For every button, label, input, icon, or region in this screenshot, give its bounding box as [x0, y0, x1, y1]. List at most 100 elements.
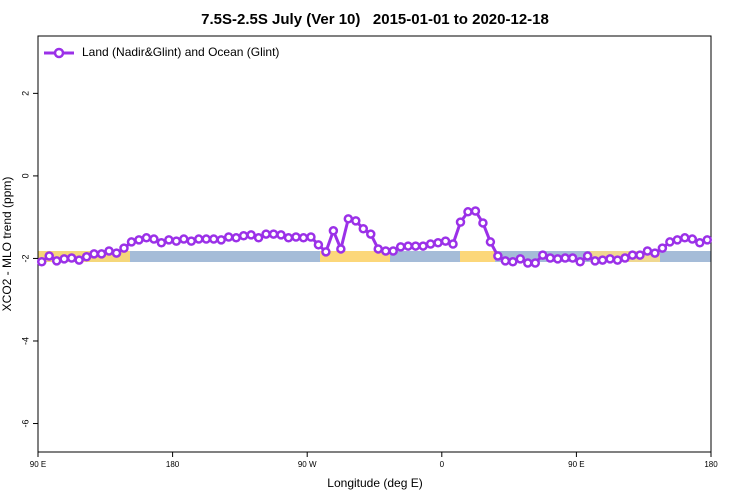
point [104, 246, 114, 256]
point [66, 253, 77, 263]
point [425, 239, 436, 249]
point [126, 237, 137, 247]
point [620, 253, 630, 263]
y-tick-label: 0 [20, 173, 30, 178]
ocean-strip [130, 251, 320, 262]
point [268, 229, 279, 239]
x-tick-label: 180 [704, 460, 718, 469]
point [380, 246, 391, 256]
point [605, 254, 615, 264]
point [201, 234, 211, 244]
point [395, 242, 406, 252]
point [567, 253, 578, 263]
point [687, 234, 698, 244]
point [179, 234, 189, 244]
land-strip [320, 251, 390, 262]
point [672, 235, 683, 245]
x-tick-label: 90 E [30, 460, 46, 469]
x-axis-label: Longitude (deg E) [327, 476, 422, 490]
point [119, 243, 129, 253]
point [485, 237, 496, 247]
chart-title: 7.5S-2.5S July (Ver 10) 2015-01-01 to 20… [201, 11, 549, 28]
point [223, 232, 234, 242]
point [149, 234, 159, 244]
point [111, 248, 122, 258]
point [51, 256, 62, 266]
x-tick-label: 90 W [298, 460, 317, 469]
point [246, 230, 256, 240]
point [373, 244, 383, 254]
point [695, 238, 705, 248]
point [680, 233, 690, 243]
x-tick-label: 180 [166, 460, 180, 469]
point [455, 217, 466, 227]
legend-label: Land (Nadir&Glint) and Ocean (Glint) [82, 45, 279, 59]
point [538, 250, 548, 260]
point [321, 247, 331, 257]
point [478, 218, 488, 228]
y-tick-label: -4 [20, 337, 30, 345]
point [463, 207, 473, 217]
point [657, 243, 668, 253]
point [590, 256, 600, 266]
point [635, 250, 645, 260]
point [253, 233, 264, 243]
point [523, 258, 533, 268]
point [448, 239, 458, 249]
point [560, 253, 570, 263]
point [358, 223, 369, 234]
point [313, 240, 324, 250]
point [231, 233, 241, 243]
point [351, 216, 361, 226]
point [59, 254, 69, 264]
point [283, 233, 294, 243]
point [515, 254, 526, 264]
point [208, 234, 219, 244]
point [403, 241, 413, 251]
point [216, 235, 226, 245]
point [552, 254, 563, 264]
point [343, 214, 354, 224]
point [530, 258, 541, 268]
point [627, 250, 638, 260]
legend-marker [53, 47, 65, 59]
point [306, 232, 316, 242]
y-tick-label: -6 [20, 420, 30, 428]
point [508, 256, 518, 267]
x-tick-label: 90 E [568, 460, 584, 469]
point [665, 237, 675, 247]
point [238, 230, 249, 241]
point [81, 252, 92, 262]
point [298, 233, 309, 243]
point [545, 253, 555, 263]
point [433, 238, 443, 248]
point [597, 255, 608, 265]
point [194, 234, 204, 244]
point [440, 236, 451, 246]
point [291, 232, 301, 242]
ocean-strip [390, 251, 460, 262]
land-strip [460, 251, 495, 262]
x-tick-label: 0 [440, 460, 445, 469]
point [186, 236, 197, 246]
point [164, 235, 174, 245]
point [575, 256, 585, 267]
y-tick-label: -2 [20, 254, 30, 262]
point [493, 251, 503, 261]
ocean-strip [660, 251, 711, 262]
point [642, 246, 653, 256]
point [612, 255, 623, 265]
point [336, 244, 346, 254]
y-tick-label: 2 [20, 91, 30, 96]
point [388, 246, 398, 256]
plot-frame [37, 35, 712, 453]
point [44, 251, 54, 261]
point [141, 233, 152, 243]
point [156, 238, 167, 248]
point [366, 229, 376, 239]
point [96, 249, 107, 259]
point [470, 206, 481, 216]
point [328, 226, 339, 236]
point [89, 249, 99, 259]
